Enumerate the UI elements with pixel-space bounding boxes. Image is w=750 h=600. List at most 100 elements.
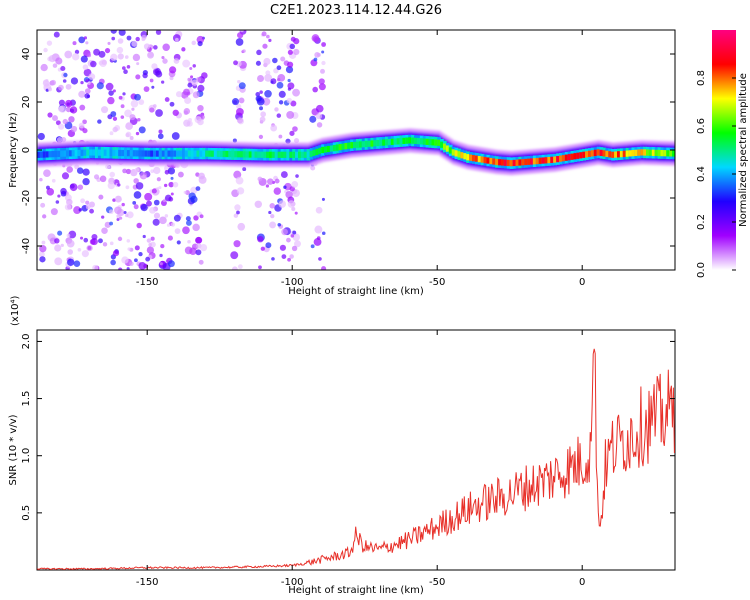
noise-speck bbox=[66, 198, 73, 206]
noise-speck bbox=[259, 90, 263, 94]
y-tick-label: 0 bbox=[21, 147, 32, 153]
noise-speck bbox=[60, 243, 64, 248]
ridge-cell bbox=[669, 150, 673, 157]
noise-speck bbox=[236, 187, 245, 195]
ridge-cell bbox=[675, 150, 679, 156]
ridge-cell bbox=[332, 144, 337, 152]
noise-speck bbox=[293, 138, 300, 144]
noise-speck bbox=[107, 96, 115, 105]
noise-speck bbox=[43, 47, 48, 53]
noise-speck bbox=[237, 222, 246, 231]
ridge-cell bbox=[202, 150, 207, 157]
noise-speck bbox=[321, 231, 326, 235]
ridge-cell bbox=[57, 150, 62, 157]
ridge-cell bbox=[173, 150, 178, 157]
noise-speck bbox=[230, 251, 239, 260]
ridge-cell bbox=[190, 150, 195, 157]
noise-speck bbox=[133, 191, 142, 199]
noise-speck bbox=[264, 90, 272, 98]
ridge-cell bbox=[211, 150, 215, 157]
noise-speck bbox=[69, 106, 78, 114]
noise-speck bbox=[108, 165, 112, 170]
ridge-cell bbox=[341, 143, 346, 150]
colorbar-tick-label: 0.4 bbox=[696, 166, 707, 182]
noise-speck bbox=[120, 104, 125, 109]
noise-speck bbox=[98, 238, 103, 244]
ridge-cell bbox=[138, 150, 143, 157]
ridge-cell bbox=[657, 149, 662, 157]
ridge-cell bbox=[666, 150, 671, 157]
noise-speck bbox=[39, 177, 43, 182]
noise-speck bbox=[265, 242, 272, 249]
x-tick-label: -50 bbox=[429, 577, 445, 588]
y-tick-label: 1.5 bbox=[21, 391, 32, 407]
noise-speck bbox=[48, 54, 57, 63]
y-tick-label: 2.0 bbox=[21, 333, 32, 349]
noise-speck bbox=[234, 204, 241, 211]
ridge-cell bbox=[556, 156, 560, 163]
noise-speck bbox=[255, 60, 261, 66]
ridge-cell bbox=[48, 151, 53, 158]
noise-speck bbox=[41, 240, 46, 245]
ridge-cell bbox=[535, 157, 540, 165]
noise-speck bbox=[72, 53, 80, 61]
noise-speck bbox=[73, 206, 82, 215]
noise-speck bbox=[126, 65, 131, 69]
noise-speck bbox=[258, 134, 264, 140]
ridge-cell bbox=[628, 150, 633, 157]
ridge-cell bbox=[530, 158, 534, 165]
noise-speck bbox=[173, 214, 181, 222]
noise-speck bbox=[110, 111, 117, 117]
ridge-cell bbox=[54, 150, 59, 158]
noise-speck bbox=[137, 118, 141, 122]
spectrogram-ridge bbox=[37, 128, 679, 176]
noise-speck bbox=[62, 118, 68, 125]
noise-speck bbox=[117, 38, 124, 44]
noise-speck bbox=[112, 126, 118, 133]
ridge-cell bbox=[193, 150, 198, 157]
noise-speck bbox=[239, 30, 244, 33]
noise-speck bbox=[195, 249, 202, 256]
x-tick-label: -100 bbox=[281, 277, 304, 288]
noise-speck bbox=[85, 200, 90, 205]
ridge-cell bbox=[588, 150, 592, 157]
noise-speck bbox=[125, 132, 130, 138]
ridge-cell bbox=[92, 149, 96, 156]
noise-speck bbox=[276, 113, 282, 118]
ridge-cell bbox=[637, 149, 642, 156]
noise-speck bbox=[112, 198, 116, 202]
noise-speck bbox=[236, 117, 244, 124]
noise-speck bbox=[151, 188, 157, 194]
spectrogram-noise bbox=[37, 30, 327, 270]
noise-speck bbox=[287, 78, 291, 83]
noise-speck bbox=[82, 119, 87, 125]
noise-speck bbox=[65, 106, 72, 113]
ridge-cell bbox=[303, 151, 308, 158]
noise-speck bbox=[130, 99, 139, 108]
noise-speck bbox=[58, 99, 65, 106]
ridge-cell bbox=[646, 149, 650, 156]
noise-speck bbox=[78, 36, 86, 44]
ridge-cell bbox=[567, 154, 572, 161]
noise-speck bbox=[265, 184, 269, 188]
noise-speck bbox=[292, 233, 301, 241]
noise-speck bbox=[52, 63, 58, 68]
noise-speck bbox=[265, 70, 271, 76]
ridge-cell bbox=[501, 159, 505, 166]
ridge-cell bbox=[573, 153, 578, 160]
ridge-cell bbox=[654, 149, 659, 157]
noise-speck bbox=[101, 106, 109, 114]
ridge-cell bbox=[460, 152, 465, 159]
noise-speck bbox=[156, 177, 161, 182]
ridge-cell bbox=[176, 150, 180, 157]
noise-speck bbox=[257, 75, 265, 82]
noise-speck bbox=[69, 183, 78, 192]
noise-speck bbox=[313, 57, 318, 62]
noise-speck bbox=[74, 164, 80, 170]
noise-speck bbox=[56, 136, 63, 143]
ridge-cell bbox=[414, 137, 418, 144]
ridge-cell bbox=[547, 156, 552, 164]
noise-speck bbox=[148, 242, 152, 247]
ridge-cell bbox=[373, 140, 378, 147]
noise-speck bbox=[312, 86, 318, 93]
